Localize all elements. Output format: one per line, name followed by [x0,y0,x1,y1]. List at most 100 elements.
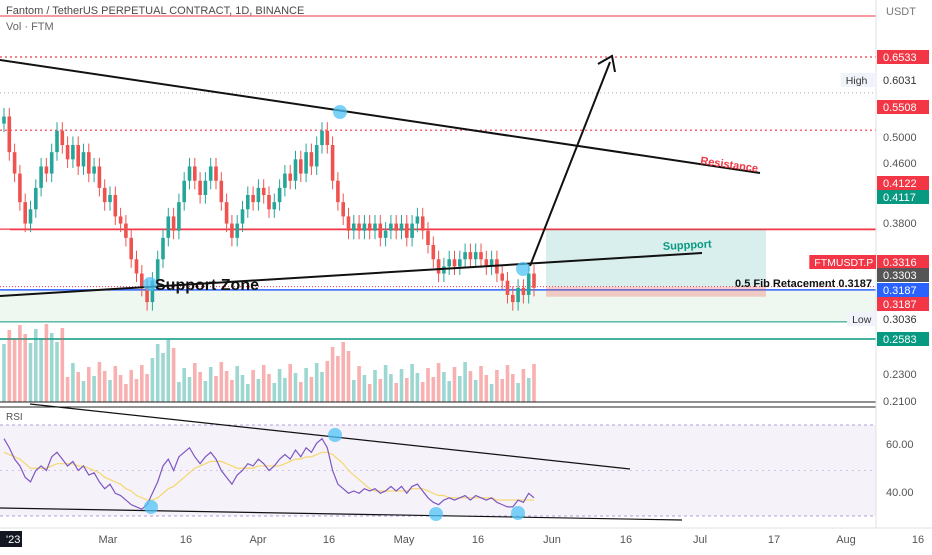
volume-bar [44,324,49,402]
candle [81,152,86,167]
candle [230,223,234,238]
price-tick-label: 0.4600 [883,158,917,170]
volume-bar [362,375,367,402]
candle [166,216,171,238]
candle [198,180,202,196]
candle [320,130,324,146]
volume-bar [177,382,181,402]
volume-bar [479,366,483,402]
candle [129,237,133,260]
candle [468,252,473,260]
volume-bar [208,367,213,402]
volume-bar [511,374,515,402]
time-tick-label: Mar [99,534,118,546]
rsi-touch-marker [144,500,158,514]
volume-bar [489,384,494,402]
candle [44,166,49,174]
volume-bar [12,339,17,402]
candle [516,287,520,303]
volume-bar [484,375,489,402]
candle [87,152,91,174]
price-tag-bg [877,100,929,114]
time-tick-label: 16 [620,534,632,546]
candle [346,216,351,231]
candle [293,159,298,181]
candle [193,166,197,181]
candle [12,152,17,174]
candle [357,223,361,231]
candle [140,273,144,288]
candle [256,187,261,203]
candle [500,273,504,281]
candle [118,216,123,224]
candle [261,187,266,196]
support-annotation: Suppport [663,238,713,253]
volume-bar [182,368,186,402]
candle [426,230,430,245]
candle [436,259,441,274]
candle [314,145,319,167]
volume-bar [532,364,536,402]
volume-bar [277,369,282,402]
candle [309,152,314,167]
target-box [546,229,766,287]
volume-bar [150,358,155,402]
candle [92,166,96,174]
volume-bar [293,373,298,402]
candle [405,223,409,238]
price-tag-value: 0.3036 [883,314,917,326]
candle [473,252,478,260]
candle [55,130,59,153]
volume-bar [500,379,504,402]
volume-bar [256,379,261,402]
candle [532,273,536,288]
rsi-tick-label: 40.00 [886,487,914,499]
candle [145,287,149,303]
candle [240,209,245,224]
time-tick-label: 16 [180,534,192,546]
candle [277,187,282,203]
candle [161,237,165,260]
candle [484,259,489,267]
time-tick-label: 16 [323,534,335,546]
volume-bar [224,371,229,402]
volume-bar [18,325,22,402]
candle [76,145,80,167]
price-tick-label: 0.2100 [883,396,917,408]
volume-bar [261,365,266,402]
volume-bar [230,380,234,402]
volume-bar [283,378,287,402]
candle [341,202,345,217]
candle [34,187,38,210]
candle [187,166,192,181]
candle [362,223,367,231]
volume-bar [299,382,303,402]
candle [155,259,160,281]
volume-bar [357,366,361,402]
volume-bar [28,343,33,402]
resistance-annotation: Resistance [700,155,759,175]
volume-bar [246,384,250,402]
volume-bar [442,372,446,402]
volume-bar [7,330,12,402]
candle [246,195,250,210]
price-tag-bg [877,297,929,311]
volume-bar [304,368,308,402]
price-tag-value: 0.6533 [883,52,917,64]
price-tag-bg [877,255,929,269]
price-tag-label: FTMUSDT.P [814,257,873,269]
volume-bar [129,370,133,402]
volume-bar [203,381,208,402]
candle [521,287,526,295]
axis-currency: USDT [886,6,916,18]
volume-bar [49,333,54,402]
candle [352,223,356,231]
volume-bar [198,372,202,402]
candle [124,223,128,238]
volume-bar [526,378,531,402]
volume-bar [60,328,65,402]
volume-bar [309,377,314,402]
volume-bar [463,362,467,402]
